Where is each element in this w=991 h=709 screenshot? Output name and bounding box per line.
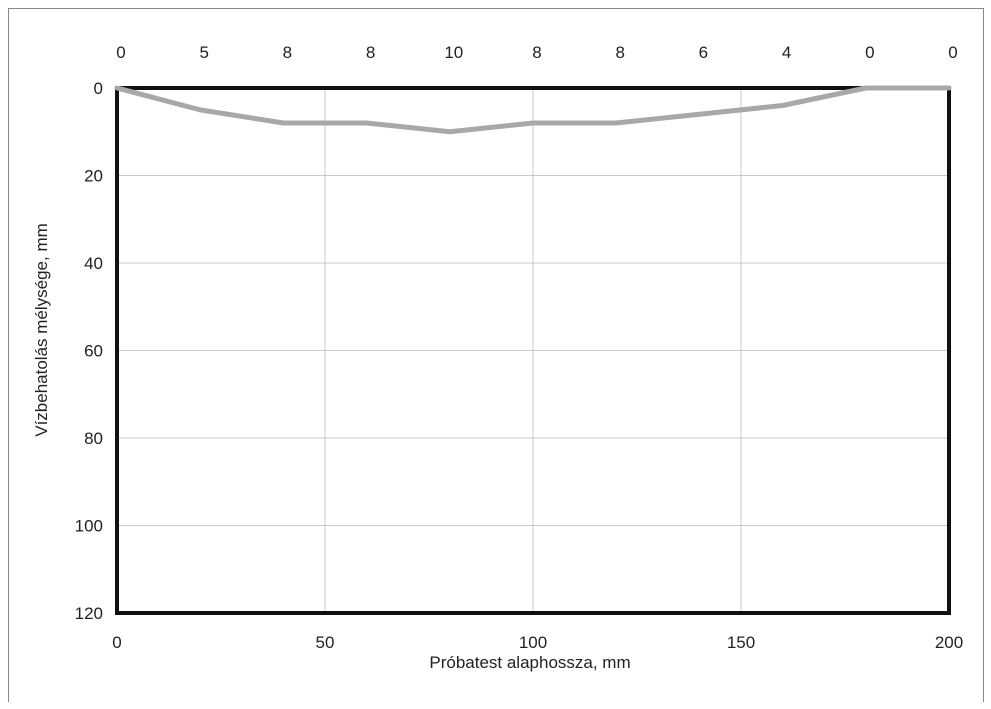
y-tick-label: 0: [94, 79, 103, 98]
plot-area-border: [115, 86, 951, 615]
top-value-label: 8: [283, 43, 292, 62]
y-tick-label: 60: [84, 342, 103, 361]
top-value-label: 8: [615, 43, 624, 62]
x-tick-label: 150: [727, 633, 755, 652]
top-value-label: 0: [865, 43, 874, 62]
grid: [116, 87, 950, 614]
x-tick-label: 200: [935, 633, 963, 652]
x-tick-label: 100: [519, 633, 547, 652]
y-tick-label: 100: [75, 517, 103, 536]
top-value-label: 0: [948, 43, 957, 62]
top-value-labels: 0 5 8 8 10 8 8 6 4 0 0: [116, 43, 957, 62]
x-tick-label: 0: [112, 633, 121, 652]
y-tick-label: 40: [84, 254, 103, 273]
top-value-label: 8: [366, 43, 375, 62]
x-tick-labels: 0 50 100 150 200: [112, 633, 963, 652]
y-tick-labels: 0 20 40 60 80 100 120: [75, 79, 103, 623]
series-line: [114, 85, 952, 135]
plot-border: [115, 86, 951, 615]
top-value-label: 4: [782, 43, 791, 62]
top-value-label: 10: [444, 43, 463, 62]
figure-frame: [8, 8, 984, 702]
top-value-label: 6: [699, 43, 708, 62]
x-tick-label: 50: [316, 633, 335, 652]
top-value-label: 8: [532, 43, 541, 62]
y-tick-label: 20: [84, 167, 103, 186]
y-tick-label: 120: [75, 604, 103, 623]
y-tick-label: 80: [84, 429, 103, 448]
x-axis-label: Próbatest alaphossza, mm: [429, 653, 630, 672]
top-value-label: 0: [116, 43, 125, 62]
series-group: [114, 85, 952, 135]
top-value-label: 5: [199, 43, 208, 62]
y-axis-label: Vízbehatolás mélysége, mm: [32, 223, 51, 437]
